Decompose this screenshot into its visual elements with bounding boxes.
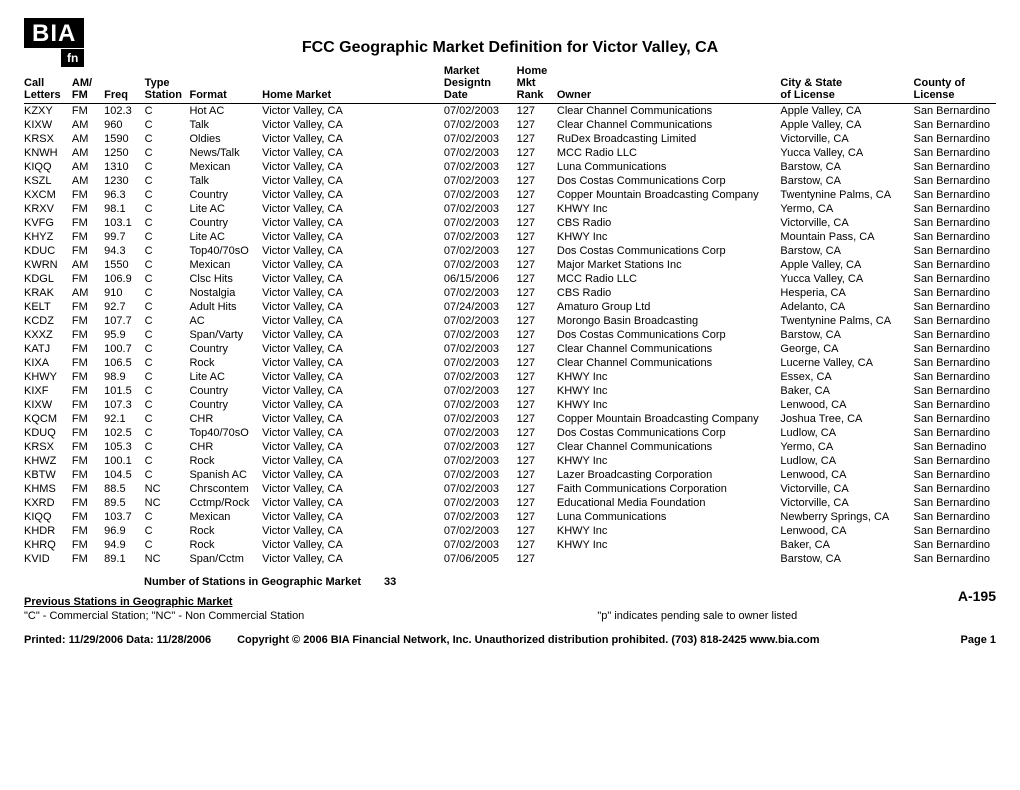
previous-stations-heading: Previous Stations in Geographic Market: [24, 596, 232, 608]
logo-sub: fn: [61, 49, 84, 67]
table-row: KDUQFM102.5CTop40/70sOVictor Valley, CA0…: [24, 426, 996, 440]
table-row: KIQQFM103.7CMexicanVictor Valley, CA07/0…: [24, 510, 996, 524]
table-row: KHWZFM100.1CRockVictor Valley, CA07/02/2…: [24, 454, 996, 468]
table-row: KXRDFM89.5NCCctmp/RockVictor Valley, CA0…: [24, 496, 996, 510]
legend-right: "p" indicates pending sale to owner list…: [597, 610, 797, 622]
table-row: KRAKAM910CNostalgiaVictor Valley, CA07/0…: [24, 286, 996, 300]
table-row: KCDZFM107.7CACVictor Valley, CA07/02/200…: [24, 314, 996, 328]
table-row: KHWYFM98.9CLite ACVictor Valley, CA07/02…: [24, 370, 996, 384]
table-row: KVIDFM89.1NCSpan/CctmVictor Valley, CA07…: [24, 552, 996, 566]
hdr-type: Type: [145, 77, 262, 89]
table-row: KDGLFM106.9CClsc HitsVictor Valley, CA06…: [24, 272, 996, 286]
hdr-station: Station: [145, 89, 190, 104]
hdr-city2: of License: [780, 89, 913, 104]
hdr-fm: FM: [72, 89, 104, 104]
table-row: KIXAFM106.5CRockVictor Valley, CA07/02/2…: [24, 356, 996, 370]
stations-table: Market Home Call AM/ Type Designtn Mkt C…: [24, 65, 996, 566]
hdr-market: Market: [444, 65, 517, 77]
table-row: KELTFM92.7CAdult HitsVictor Valley, CA07…: [24, 300, 996, 314]
table-row: KZXYFM102.3CHot ACVictor Valley, CA07/02…: [24, 104, 996, 119]
hdr-rank: Rank: [517, 89, 557, 104]
table-row: KIXWFM107.3CCountryVictor Valley, CA07/0…: [24, 398, 996, 412]
station-count-summary: Number of Stations in Geographic Market …: [144, 576, 996, 588]
hdr-format: Format: [189, 89, 262, 104]
table-row: KDUCFM94.3CTop40/70sOVictor Valley, CA07…: [24, 244, 996, 258]
hdr-county2: License: [914, 89, 996, 104]
legend-left: "C" - Commercial Station; "NC" - Non Com…: [24, 610, 304, 622]
hdr-home-market: Home Market: [262, 89, 371, 104]
table-row: KBTWFM104.5CSpanish ACVictor Valley, CA0…: [24, 468, 996, 482]
table-row: KQCMFM92.1CCHRVictor Valley, CA07/02/200…: [24, 412, 996, 426]
summary-count: 33: [384, 576, 396, 588]
hdr-city1: City & State: [780, 77, 913, 89]
hdr-freq: Freq: [104, 89, 145, 104]
legend: "C" - Commercial Station; "NC" - Non Com…: [24, 610, 996, 622]
logo: BIA fn: [24, 18, 84, 67]
table-row: KIXWAM960CTalkVictor Valley, CA07/02/200…: [24, 118, 996, 132]
table-row: KRXVFM98.1CLite ACVictor Valley, CA07/02…: [24, 202, 996, 216]
table-row: KHRQFM94.9CRockVictor Valley, CA07/02/20…: [24, 538, 996, 552]
hdr-owner: Owner: [557, 89, 781, 104]
page-title: FCC Geographic Market Definition for Vic…: [24, 39, 996, 57]
footer-page: Page 1: [961, 634, 996, 646]
hdr-date: Date: [444, 89, 517, 104]
summary-label: Number of Stations in Geographic Market: [144, 576, 361, 588]
footer-printed: Printed: 11/29/2006 Data: 11/28/2006: [24, 634, 234, 646]
table-header: Market Home Call AM/ Type Designtn Mkt C…: [24, 65, 996, 104]
table-row: KRSXAM1590COldiesVictor Valley, CA07/02/…: [24, 132, 996, 146]
hdr-mkt: Mkt: [517, 77, 557, 89]
table-row: KHMSFM88.5NCChrscontemVictor Valley, CA0…: [24, 482, 996, 496]
table-row: KATJFM100.7CCountryVictor Valley, CA07/0…: [24, 342, 996, 356]
footer-copyright: Copyright © 2006 BIA Financial Network, …: [237, 634, 819, 646]
hdr-letters: Letters: [24, 89, 72, 104]
hdr-county1: County of: [914, 77, 996, 89]
table-row: KXXZFM95.9CSpan/VartyVictor Valley, CA07…: [24, 328, 996, 342]
page-code: A-195: [958, 588, 996, 604]
table-row: KHYZFM99.7CLite ACVictor Valley, CA07/02…: [24, 230, 996, 244]
hdr-band1: AM/: [72, 77, 104, 89]
table-body: KZXYFM102.3CHot ACVictor Valley, CA07/02…: [24, 104, 996, 567]
table-row: KVFGFM103.1CCountryVictor Valley, CA07/0…: [24, 216, 996, 230]
table-row: KIQQAM1310CMexicanVictor Valley, CA07/02…: [24, 160, 996, 174]
table-row: KIXFFM101.5CCountryVictor Valley, CA07/0…: [24, 384, 996, 398]
table-row: KNWHAM1250CNews/TalkVictor Valley, CA07/…: [24, 146, 996, 160]
table-row: KXCMFM96.3CCountryVictor Valley, CA07/02…: [24, 188, 996, 202]
table-row: KWRNAM1550CMexicanVictor Valley, CA07/02…: [24, 258, 996, 272]
hdr-call1: Call: [24, 77, 72, 89]
logo-main: BIA: [24, 18, 84, 48]
footer: Page 1 Printed: 11/29/2006 Data: 11/28/2…: [24, 634, 996, 646]
table-row: KRSXFM105.3CCHRVictor Valley, CA07/02/20…: [24, 440, 996, 454]
hdr-designtn: Designtn: [444, 77, 517, 89]
hdr-home: Home: [517, 65, 557, 77]
table-row: KSZLAM1230CTalkVictor Valley, CA07/02/20…: [24, 174, 996, 188]
table-row: KHDRFM96.9CRockVictor Valley, CA07/02/20…: [24, 524, 996, 538]
